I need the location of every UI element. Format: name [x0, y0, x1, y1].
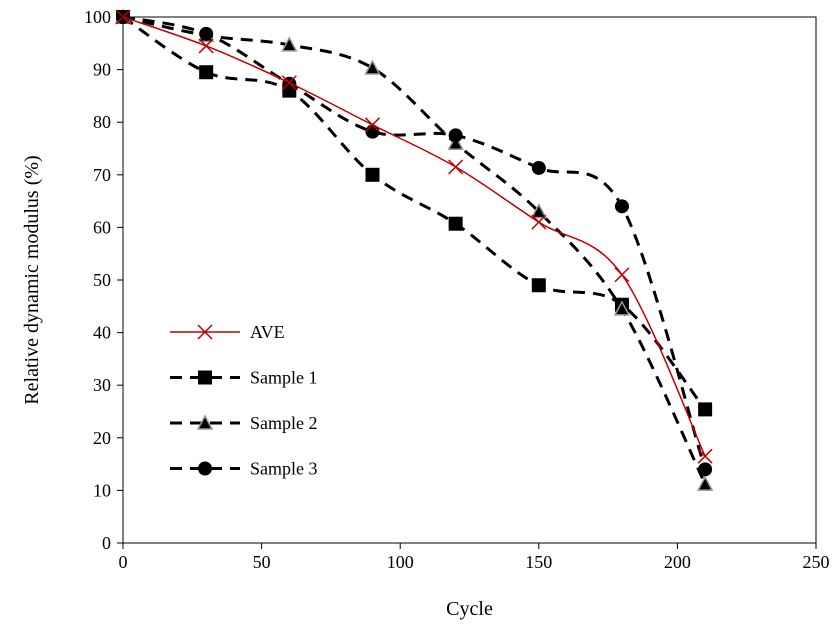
- series-sample-3: [116, 10, 713, 477]
- x-tick-label: 100: [387, 552, 414, 572]
- y-tick-label: 100: [84, 7, 111, 27]
- y-tick-label: 40: [93, 323, 111, 343]
- legend-item-sample-2: Sample 2: [170, 413, 318, 433]
- legend-label: Sample 3: [250, 459, 318, 479]
- legend: AVE Sample 1 Sample 2 Sample 3: [170, 322, 318, 479]
- legend-item-sample-1: Sample 1: [170, 368, 318, 388]
- x-tick-label: 0: [119, 552, 128, 572]
- y-axis: 0 10 20 30 40 50 60 70 80 90 100: [84, 7, 123, 553]
- plot-frame: [122, 16, 817, 544]
- y-tick-label: 10: [93, 480, 111, 500]
- y-tick-label: 20: [93, 428, 111, 448]
- y-axis-title: Relative dynamic modulus (%): [21, 155, 43, 404]
- y-tick-label: 30: [93, 375, 111, 395]
- data-point-ave: [281, 75, 297, 91]
- legend-marker: [196, 414, 214, 430]
- x-marker-stroke: [198, 38, 214, 54]
- data-point-sample-3: [199, 26, 214, 41]
- legend-marker: [198, 370, 212, 385]
- x-marker-stroke: [364, 117, 381, 133]
- x-tick-label: 50: [253, 552, 271, 572]
- data-point-sample-1: [531, 278, 546, 293]
- legend-label: AVE: [250, 322, 285, 342]
- data-point-ave: [448, 159, 464, 175]
- data-point-ave: [697, 448, 713, 464]
- legend-label: Sample 1: [250, 368, 318, 388]
- x-tick-label: 200: [664, 552, 691, 572]
- y-tick-label: 90: [93, 60, 111, 80]
- data-point-ave: [364, 117, 381, 133]
- series-ave: [115, 9, 713, 464]
- x-tick-label: 250: [803, 552, 830, 572]
- legend-item-sample-3: Sample 3: [170, 459, 318, 479]
- data-point-sample-3: [614, 199, 629, 214]
- data-point-sample-2: [530, 203, 548, 219]
- data-point-sample-1: [199, 65, 214, 80]
- x-marker-stroke: [281, 75, 297, 91]
- data-point-ave: [614, 267, 630, 283]
- y-tick-label: 70: [93, 165, 111, 185]
- series-layer: [114, 8, 714, 491]
- x-tick-label: 150: [525, 552, 552, 572]
- x-marker-stroke: [614, 267, 630, 283]
- data-point-sample-1: [698, 402, 713, 417]
- plot-area: [114, 8, 817, 544]
- data-point-sample-1: [448, 216, 463, 231]
- x-marker-stroke: [448, 159, 464, 175]
- series-line-ave: [122, 16, 706, 457]
- y-tick-label: 60: [93, 217, 111, 237]
- x-axis: 0 50 100 150 200 250: [119, 543, 830, 572]
- y-tick-label: 80: [93, 112, 111, 132]
- data-point-sample-2: [696, 475, 714, 491]
- x-marker-stroke: [531, 214, 547, 230]
- data-point-sample-2: [281, 36, 298, 52]
- data-point-sample-3: [698, 462, 713, 477]
- legend-item-ave: AVE: [170, 322, 285, 342]
- x-marker-stroke: [697, 448, 713, 464]
- data-point-ave: [198, 38, 214, 54]
- data-point-sample-3: [531, 160, 546, 175]
- series-line-sample-3: [122, 15, 707, 470]
- data-point-sample-2: [364, 59, 381, 75]
- x-marker-stroke: [197, 324, 213, 340]
- legend-marker: [198, 461, 212, 476]
- x-axis-title: Cycle: [446, 598, 493, 620]
- y-tick-label: 50: [93, 270, 111, 290]
- data-point-ave: [531, 214, 547, 230]
- data-point-sample-2: [447, 134, 464, 150]
- series-line-sample-2: [122, 15, 707, 485]
- data-point-sample-1: [365, 167, 380, 182]
- y-tick-label: 0: [102, 533, 111, 553]
- data-point-sample-2: [613, 300, 631, 316]
- data-point-sample-3: [448, 128, 463, 143]
- legend-label: Sample 2: [250, 413, 318, 433]
- legend-marker: [197, 324, 213, 340]
